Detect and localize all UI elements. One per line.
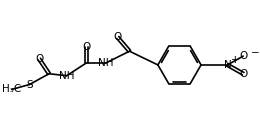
Text: O: O: [239, 51, 247, 61]
Text: −: −: [251, 48, 260, 58]
Text: N: N: [224, 60, 231, 70]
Text: O: O: [82, 42, 90, 52]
Text: NH: NH: [59, 71, 74, 81]
Text: O: O: [114, 32, 122, 42]
Text: NH: NH: [98, 58, 114, 68]
Text: +: +: [230, 55, 239, 65]
Text: H₃C: H₃C: [2, 84, 21, 94]
Text: S: S: [26, 80, 33, 90]
Text: O: O: [35, 54, 43, 64]
Text: O: O: [239, 69, 247, 79]
